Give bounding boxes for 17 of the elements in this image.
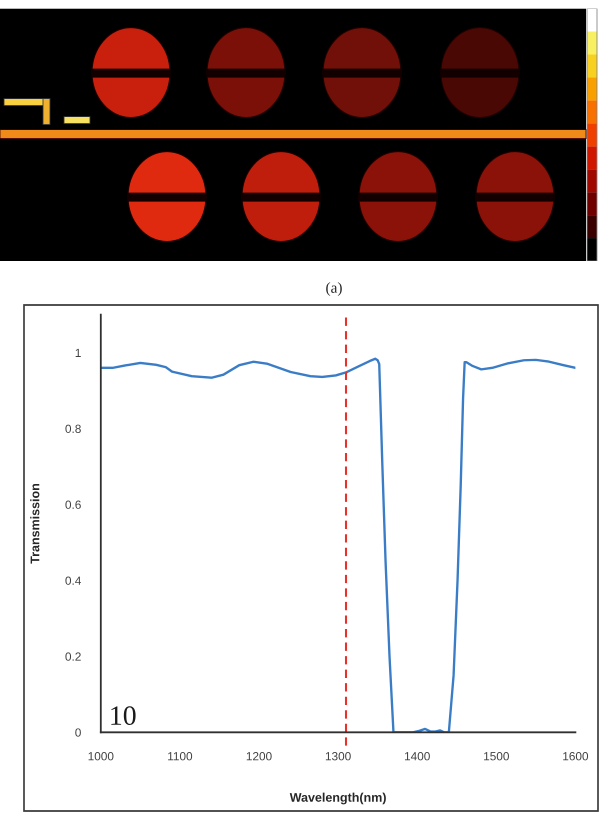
y-tick-label: 0.4 xyxy=(65,576,82,585)
y-tick-label: 1 xyxy=(76,348,81,357)
y-tick-label: 0.6 xyxy=(65,500,81,509)
x-tick-label: 1100 xyxy=(168,752,192,760)
y-tick-label: 0 xyxy=(75,728,81,737)
x-tick-label: 1400 xyxy=(404,752,430,760)
text: (a) xyxy=(326,282,342,296)
x-tick-label: 1600 xyxy=(563,752,588,760)
x-tick-label: 1500 xyxy=(484,752,509,760)
y-tick-label: 0.2 xyxy=(65,652,81,661)
y-tick-label: 0.8 xyxy=(65,424,81,433)
x-tick-label: 1000 xyxy=(88,752,114,760)
y-axis-title: Transmission xyxy=(30,484,40,564)
x-tick-label: 1300 xyxy=(326,752,351,760)
x-axis-title: Wavelength(nm) xyxy=(290,792,386,804)
annotation: 10 xyxy=(111,706,136,725)
x-tick-label: 1200 xyxy=(246,752,272,760)
